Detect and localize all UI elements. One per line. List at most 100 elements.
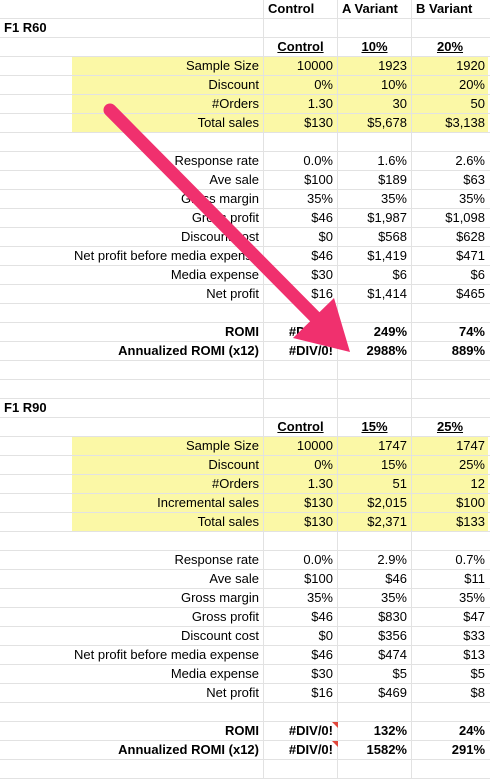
value-cell[interactable]: 0% bbox=[264, 456, 338, 474]
value-cell[interactable]: $2,015 bbox=[338, 494, 412, 512]
value-cell[interactable]: $100 bbox=[412, 494, 488, 512]
value-cell[interactable]: $47 bbox=[463, 609, 485, 624]
value-cell[interactable]: $628 bbox=[456, 229, 485, 244]
row-label[interactable]: Total sales bbox=[0, 114, 264, 132]
value-cell[interactable]: $46 bbox=[264, 247, 338, 265]
row-label[interactable]: Gross profit bbox=[0, 608, 264, 626]
value-cell[interactable]: #DIV/0! bbox=[264, 741, 338, 759]
empty-cell[interactable] bbox=[264, 532, 338, 550]
value-cell[interactable]: $356 bbox=[338, 627, 412, 645]
row-label[interactable]: Response rate bbox=[0, 152, 264, 170]
empty-cell[interactable] bbox=[412, 361, 488, 379]
variant-label[interactable]: Control bbox=[264, 38, 338, 56]
value-cell[interactable]: 10000 bbox=[264, 437, 338, 455]
value-cell[interactable]: $474 bbox=[338, 646, 412, 664]
value-cell[interactable]: $130 bbox=[264, 114, 338, 132]
value-cell[interactable]: 35% bbox=[264, 589, 338, 607]
value-cell[interactable]: 10% bbox=[338, 76, 412, 94]
value-cell[interactable]: 889% bbox=[451, 343, 485, 358]
value-cell[interactable]: 20% bbox=[412, 76, 488, 94]
empty-cell[interactable] bbox=[338, 760, 412, 778]
empty-cell[interactable] bbox=[0, 38, 264, 56]
row-label[interactable]: Net profit bbox=[0, 684, 264, 702]
empty-cell[interactable] bbox=[338, 304, 412, 322]
value-cell[interactable]: $568 bbox=[338, 228, 412, 246]
empty-cell[interactable] bbox=[0, 703, 264, 721]
empty-cell[interactable] bbox=[0, 361, 264, 379]
value-cell[interactable]: $130 bbox=[264, 513, 338, 531]
value-cell[interactable]: 1.30 bbox=[264, 475, 338, 493]
value-cell[interactable]: 1747 bbox=[412, 437, 488, 455]
empty-cell[interactable] bbox=[412, 133, 488, 151]
row-label[interactable]: Sample Size bbox=[0, 57, 264, 75]
row-label[interactable]: Discount cost bbox=[0, 228, 264, 246]
value-cell[interactable]: 1582% bbox=[338, 741, 412, 759]
row-label[interactable]: #Orders bbox=[0, 95, 264, 113]
empty-cell[interactable] bbox=[338, 133, 412, 151]
value-cell[interactable]: 2.9% bbox=[338, 551, 412, 569]
row-label[interactable]: Annualized ROMI (x12) bbox=[0, 741, 264, 759]
row-label[interactable]: Discount cost bbox=[0, 627, 264, 645]
value-cell[interactable]: 12 bbox=[412, 475, 488, 493]
value-cell[interactable]: $465 bbox=[456, 286, 485, 301]
value-cell[interactable]: #DIV/0! bbox=[264, 722, 338, 740]
value-cell[interactable]: $5 bbox=[470, 666, 485, 681]
empty-cell[interactable] bbox=[264, 133, 338, 151]
value-cell[interactable]: $30 bbox=[264, 665, 338, 683]
value-cell[interactable]: $830 bbox=[338, 608, 412, 626]
value-cell[interactable]: 249% bbox=[338, 323, 412, 341]
row-label[interactable]: Gross profit bbox=[0, 209, 264, 227]
value-cell[interactable]: $1,987 bbox=[338, 209, 412, 227]
value-cell[interactable]: $1,414 bbox=[338, 285, 412, 303]
row-label[interactable]: Sample Size bbox=[0, 437, 264, 455]
row-label[interactable]: Incremental sales bbox=[0, 494, 264, 512]
value-cell[interactable]: $0 bbox=[264, 228, 338, 246]
value-cell[interactable]: $11 bbox=[464, 571, 485, 586]
value-cell[interactable]: $0 bbox=[264, 627, 338, 645]
value-cell[interactable]: $133 bbox=[412, 513, 488, 531]
row-label[interactable]: ROMI bbox=[0, 722, 264, 740]
value-cell[interactable]: $46 bbox=[264, 209, 338, 227]
value-cell[interactable]: #DIV/0! bbox=[264, 323, 338, 341]
value-cell[interactable]: 30 bbox=[338, 95, 412, 113]
value-cell[interactable]: $16 bbox=[264, 285, 338, 303]
value-cell[interactable]: 2988% bbox=[338, 342, 412, 360]
value-cell[interactable]: $100 bbox=[264, 171, 338, 189]
value-cell[interactable]: $46 bbox=[338, 570, 412, 588]
empty-cell[interactable] bbox=[264, 399, 338, 417]
value-cell[interactable]: 50 bbox=[412, 95, 488, 113]
value-cell[interactable]: 1920 bbox=[412, 57, 488, 75]
value-cell[interactable]: $469 bbox=[338, 684, 412, 702]
empty-cell[interactable] bbox=[264, 19, 338, 37]
value-cell[interactable]: $6 bbox=[338, 266, 412, 284]
value-cell[interactable]: 0.7% bbox=[455, 552, 485, 567]
empty-cell[interactable] bbox=[0, 418, 264, 436]
value-cell[interactable]: $30 bbox=[264, 266, 338, 284]
value-cell[interactable]: 10000 bbox=[264, 57, 338, 75]
value-cell[interactable]: 15% bbox=[338, 456, 412, 474]
value-cell[interactable]: 291% bbox=[451, 742, 485, 757]
value-cell[interactable]: $3,138 bbox=[412, 114, 488, 132]
row-label[interactable]: Annualized ROMI (x12) bbox=[0, 342, 264, 360]
empty-cell[interactable] bbox=[412, 304, 488, 322]
empty-cell[interactable] bbox=[0, 304, 264, 322]
value-cell[interactable]: 2.6% bbox=[455, 153, 485, 168]
value-cell[interactable]: 35% bbox=[338, 589, 412, 607]
value-cell[interactable]: $471 bbox=[456, 248, 485, 263]
section-title[interactable]: F1 R90 bbox=[0, 399, 264, 417]
row-label[interactable]: Gross margin bbox=[0, 190, 264, 208]
header-control[interactable]: Control bbox=[264, 0, 338, 18]
value-cell[interactable]: 1747 bbox=[338, 437, 412, 455]
value-cell[interactable]: $100 bbox=[264, 570, 338, 588]
value-cell[interactable]: 0.0% bbox=[264, 152, 338, 170]
value-cell[interactable]: 0.0% bbox=[264, 551, 338, 569]
empty-cell[interactable] bbox=[412, 532, 488, 550]
value-cell[interactable]: 35% bbox=[458, 590, 485, 605]
row-label[interactable]: #Orders bbox=[0, 475, 264, 493]
empty-cell[interactable] bbox=[338, 532, 412, 550]
empty-cell[interactable] bbox=[0, 133, 264, 151]
value-cell[interactable]: $63 bbox=[463, 172, 485, 187]
value-cell[interactable]: 35% bbox=[338, 190, 412, 208]
empty-cell[interactable] bbox=[338, 380, 412, 398]
value-cell[interactable]: 25% bbox=[412, 456, 488, 474]
